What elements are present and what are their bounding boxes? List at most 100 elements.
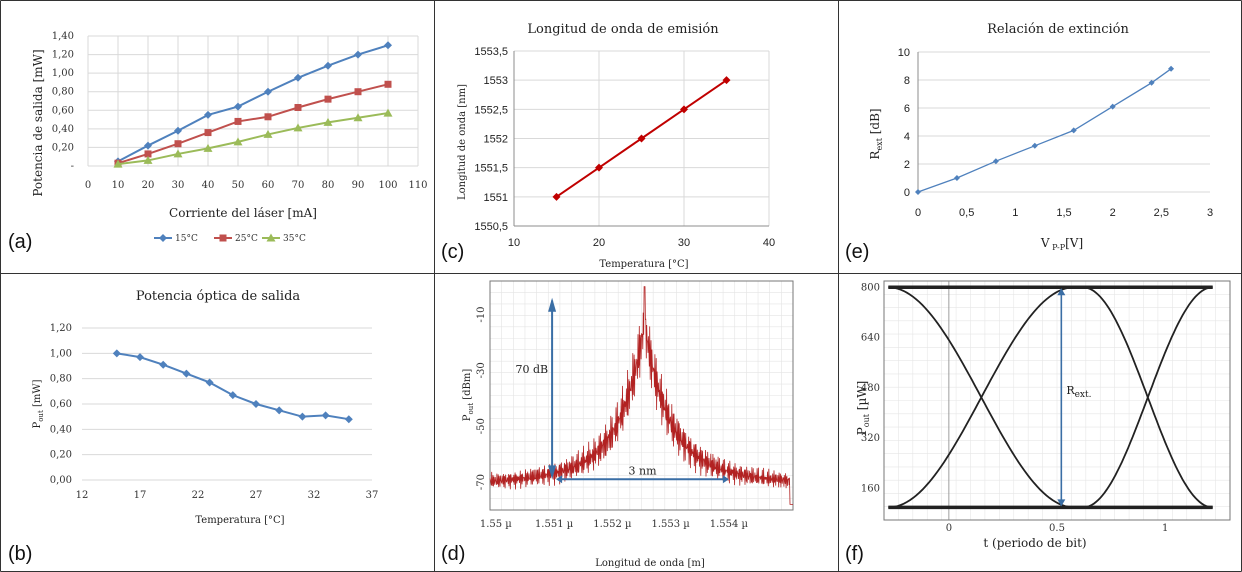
- f-annotations: Rext.: [1057, 288, 1092, 507]
- f-rext-label-main: R: [1066, 384, 1075, 397]
- panel-b: Potencia óptica de salida 0,000,200,400,…: [8, 289, 378, 565]
- f-xtick-label: 1: [1162, 523, 1168, 534]
- c-data-point: [552, 192, 561, 201]
- e-ylabel: Rext [dB]: [868, 108, 884, 159]
- c-ylabel: Longitud de onda [nm]: [457, 84, 468, 200]
- b-xtick-label: 22: [192, 490, 205, 501]
- e-ylabel-sub: ext: [875, 137, 884, 150]
- a-ytick-label: 1,20: [52, 50, 74, 61]
- e-xlabel-sub: P-P: [1050, 243, 1066, 252]
- b-xtick-label: 37: [366, 490, 379, 501]
- a-data-point: [174, 126, 182, 135]
- a-data-point: [324, 95, 332, 103]
- c-ytick-label: 1553: [484, 75, 508, 87]
- d-70db-arrowhead-bottom: [548, 465, 557, 480]
- a-data-point: [174, 140, 182, 148]
- c-xtick-label: 30: [678, 237, 690, 249]
- b-ylabel-sub: out: [37, 410, 45, 422]
- e-data-point: [915, 189, 921, 195]
- e-xlabel-main: V: [1040, 236, 1050, 250]
- a-xtick-label: 30: [172, 180, 185, 191]
- a-tick-labels: - 0,20 0,40 0,60 0,80 1,00 1,20 1,40 0 10 20 30 40 50…: [52, 31, 428, 191]
- a-ylabel: Potencia de salida [mW]: [31, 49, 45, 196]
- c-data-point: [722, 76, 731, 85]
- a-series: [113, 41, 393, 168]
- e-ytick-label: 10: [898, 47, 910, 59]
- a-ytick-label: -: [71, 161, 74, 172]
- d-ylabel: Pout [dBm]: [462, 369, 475, 422]
- e-ytick-label: 6: [904, 103, 910, 115]
- f-xtick-label: 0: [946, 523, 952, 534]
- e-data-point: [1109, 103, 1116, 110]
- d-annotations: 70 dB 3 nm: [515, 297, 729, 484]
- a-data-point: [144, 141, 152, 150]
- e-xtick-label: 1,5: [1056, 207, 1071, 219]
- a-data-point: [354, 50, 362, 59]
- d-3nm-arrowhead-left: [556, 475, 563, 484]
- a-legend-label: 15°C: [175, 234, 198, 244]
- b-data-point: [205, 378, 214, 387]
- b-xtick-label: 12: [76, 490, 89, 501]
- a-data-point: [354, 88, 362, 96]
- a-legend-marker: [266, 233, 276, 242]
- d-70db-arrowhead-top: [548, 297, 557, 312]
- b-xlabel: Temperatura [°C]: [195, 515, 284, 526]
- a-data-point: [234, 117, 242, 125]
- b-xtick-label: 32: [308, 490, 321, 501]
- c-xtick-label: 20: [593, 237, 605, 249]
- d-ytick-label: -30: [476, 362, 487, 378]
- d-xtick-label: 1.554 µ: [710, 519, 749, 530]
- e-xtick-label: 0: [915, 207, 921, 219]
- b-ytick-label: 1,00: [50, 348, 72, 359]
- b-data-point: [321, 411, 330, 420]
- e-series-line: [917, 68, 1172, 193]
- f-rext-label: Rext.: [1066, 384, 1091, 400]
- c-ytick-label: 1553,5: [474, 46, 508, 58]
- a-data-point: [173, 149, 183, 158]
- a-xtick-label: 40: [202, 180, 215, 191]
- f-ytick-label: 800: [861, 282, 880, 293]
- e-xlabel-rest: [V]: [1065, 236, 1083, 250]
- a-data-point: [324, 61, 332, 70]
- a-xlabel: Corriente del láser [mA]: [169, 206, 317, 220]
- f-ylabel: Pout [µW]: [855, 381, 871, 436]
- e-xtick-label: 1: [1012, 207, 1018, 219]
- a-data-point: [294, 104, 302, 111]
- b-data-point: [182, 369, 191, 378]
- c-data-point: [637, 134, 646, 143]
- b-ytick-label: 0,80: [50, 374, 72, 385]
- e-xlabel: V P-P[V]: [1040, 236, 1083, 252]
- f-eye-diagram: [888, 285, 1213, 510]
- e-ytick-label: 2: [904, 159, 910, 171]
- b-panel-letter: (b): [8, 543, 32, 565]
- d-ylabel-rest: [dBm]: [462, 369, 473, 403]
- e-ytick-label: 0: [904, 187, 910, 199]
- c-ytick-label: 1551,5: [474, 163, 508, 175]
- a-xtick-label: 80: [322, 180, 335, 191]
- a-data-point: [143, 155, 153, 164]
- d-spectrum-trace: [489, 286, 793, 505]
- e-ylabel-rest: [dB]: [868, 108, 882, 138]
- f-tick-labels: 160 320 480 640 800 0 0.5 1: [861, 282, 1168, 534]
- panel-d: -10 -30 -50 -70 1.55 µ 1.551 µ 1.552 µ 1.553 µ 1…: [441, 280, 794, 569]
- c-ytick-label: 1551: [484, 192, 508, 204]
- b-data-point: [298, 412, 307, 421]
- a-legend: 15°C 25°C 35°C: [154, 233, 306, 244]
- d-3nm-label: 3 nm: [628, 464, 657, 477]
- c-ytick-label: 1550,5: [474, 221, 508, 233]
- a-data-point: [323, 117, 333, 126]
- a-series-line: [117, 44, 389, 163]
- a-xtick-label: 90: [352, 180, 365, 191]
- a-legend-label: 35°C: [283, 234, 306, 244]
- a-data-point: [203, 143, 213, 152]
- f-eye-rising-edge-2: [1082, 286, 1213, 509]
- e-xtick-label: 3: [1207, 207, 1213, 219]
- a-data-point: [144, 150, 152, 158]
- b-title: Potencia óptica de salida: [136, 289, 301, 304]
- a-data-point: [293, 123, 303, 132]
- d-xtick-label: 1.551 µ: [535, 519, 574, 530]
- b-xtick-label: 17: [134, 490, 147, 501]
- d-ytick-label: -50: [476, 418, 487, 434]
- a-xtick-label: 0: [85, 180, 91, 191]
- panel-a: - 0,20 0,40 0,60 0,80 1,00 1,20 1,40 0 10 20 30 40 50…: [8, 31, 428, 253]
